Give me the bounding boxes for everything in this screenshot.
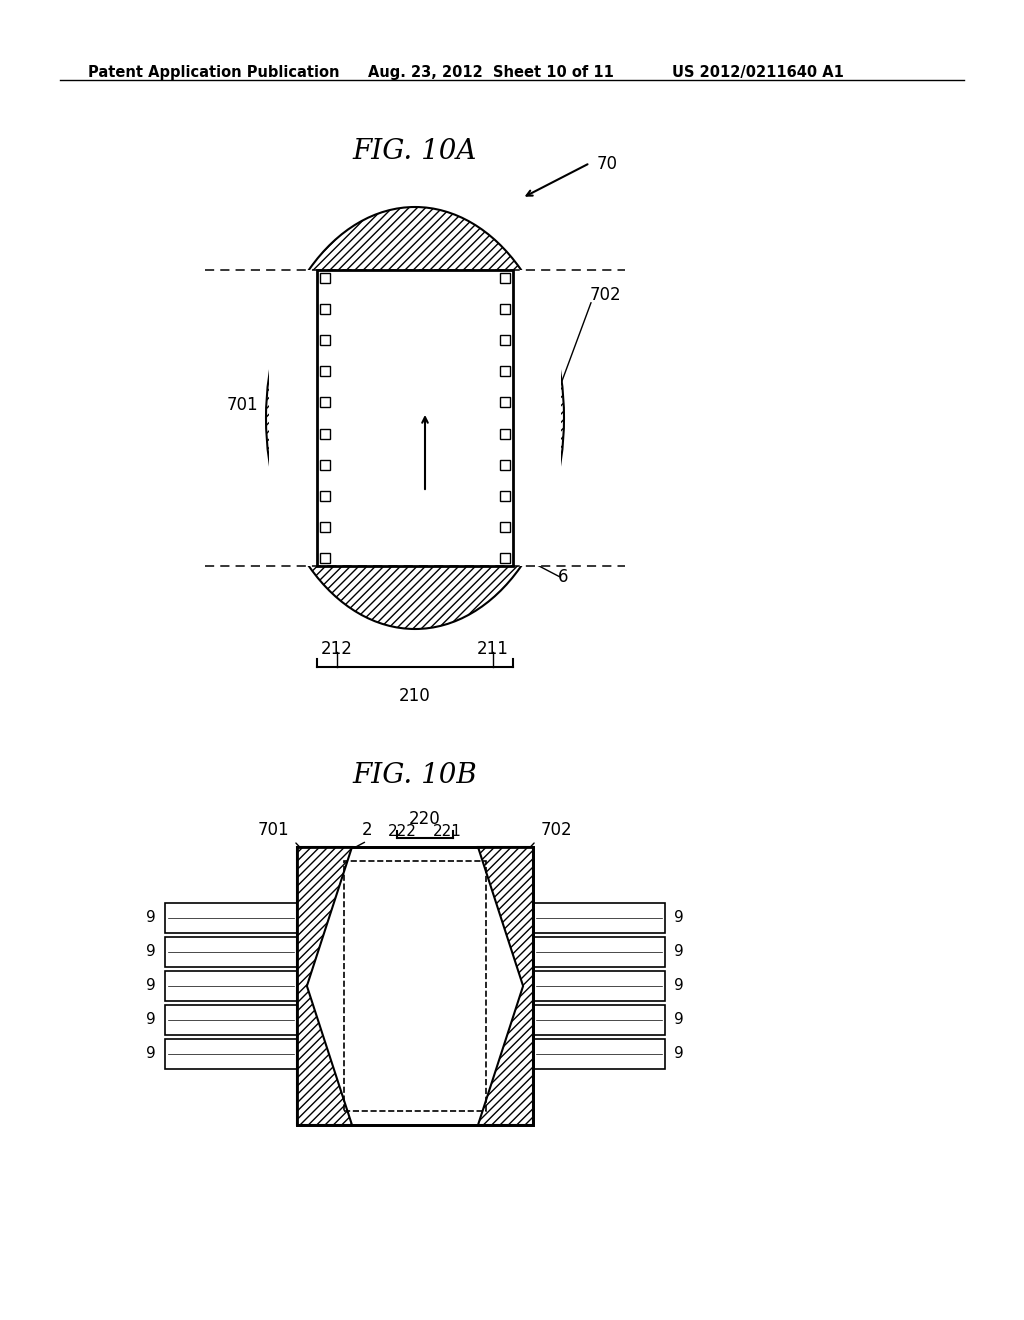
Bar bbox=[165, 1005, 297, 1035]
Bar bbox=[344, 861, 486, 1111]
Bar bbox=[319, 429, 330, 438]
Text: 221: 221 bbox=[433, 824, 462, 840]
Bar bbox=[319, 397, 330, 408]
Bar bbox=[269, 271, 317, 566]
Bar bbox=[534, 972, 665, 1001]
Text: 212: 212 bbox=[322, 640, 353, 657]
Bar bbox=[319, 521, 330, 532]
Text: US 2012/0211640 A1: US 2012/0211640 A1 bbox=[672, 65, 844, 81]
Bar bbox=[165, 903, 297, 933]
Text: 211: 211 bbox=[477, 640, 509, 657]
Text: 210: 210 bbox=[399, 686, 431, 705]
Text: 9: 9 bbox=[146, 945, 156, 960]
Text: FIG. 10B: FIG. 10B bbox=[352, 762, 477, 789]
Bar bbox=[500, 273, 510, 282]
Bar bbox=[165, 937, 297, 968]
Bar bbox=[297, 847, 534, 1125]
Bar bbox=[534, 1005, 665, 1035]
Text: Patent Application Publication: Patent Application Publication bbox=[88, 65, 340, 81]
Text: 9: 9 bbox=[146, 1012, 156, 1027]
Text: 701: 701 bbox=[226, 396, 258, 414]
Bar bbox=[534, 1039, 665, 1069]
Bar bbox=[319, 553, 330, 564]
Bar bbox=[500, 553, 510, 564]
Bar bbox=[500, 521, 510, 532]
Text: 702: 702 bbox=[541, 821, 572, 840]
Bar bbox=[534, 903, 665, 933]
Text: FIG. 10A: FIG. 10A bbox=[353, 139, 477, 165]
Text: 9: 9 bbox=[146, 978, 156, 994]
Bar bbox=[500, 335, 510, 346]
Text: 2: 2 bbox=[361, 821, 373, 840]
Bar bbox=[500, 304, 510, 314]
Text: 6: 6 bbox=[558, 568, 568, 586]
Text: 9: 9 bbox=[146, 911, 156, 925]
Text: 220: 220 bbox=[410, 810, 441, 828]
Text: 701: 701 bbox=[257, 821, 289, 840]
Text: 9: 9 bbox=[674, 1047, 684, 1061]
Text: Aug. 23, 2012  Sheet 10 of 11: Aug. 23, 2012 Sheet 10 of 11 bbox=[368, 65, 613, 81]
Bar bbox=[297, 847, 534, 1125]
Text: 9: 9 bbox=[146, 1047, 156, 1061]
Text: 9: 9 bbox=[674, 911, 684, 925]
Bar bbox=[319, 367, 330, 376]
Bar bbox=[319, 335, 330, 346]
Bar bbox=[500, 429, 510, 438]
Text: 9: 9 bbox=[674, 978, 684, 994]
Bar bbox=[500, 367, 510, 376]
Bar bbox=[513, 271, 561, 566]
Polygon shape bbox=[297, 847, 352, 1125]
Ellipse shape bbox=[266, 207, 564, 630]
Bar bbox=[319, 459, 330, 470]
Bar bbox=[319, 273, 330, 282]
Bar bbox=[317, 271, 513, 566]
Bar bbox=[500, 459, 510, 470]
Text: 9: 9 bbox=[674, 945, 684, 960]
Bar bbox=[165, 972, 297, 1001]
Bar bbox=[500, 397, 510, 408]
Text: 70: 70 bbox=[597, 154, 618, 173]
Bar bbox=[534, 937, 665, 968]
Bar bbox=[500, 491, 510, 500]
Bar bbox=[165, 1039, 297, 1069]
Polygon shape bbox=[478, 847, 534, 1125]
Text: 222: 222 bbox=[388, 824, 417, 840]
Bar bbox=[319, 491, 330, 500]
Bar bbox=[317, 271, 513, 566]
Bar bbox=[319, 304, 330, 314]
Text: 9: 9 bbox=[674, 1012, 684, 1027]
Text: 702: 702 bbox=[590, 286, 622, 304]
